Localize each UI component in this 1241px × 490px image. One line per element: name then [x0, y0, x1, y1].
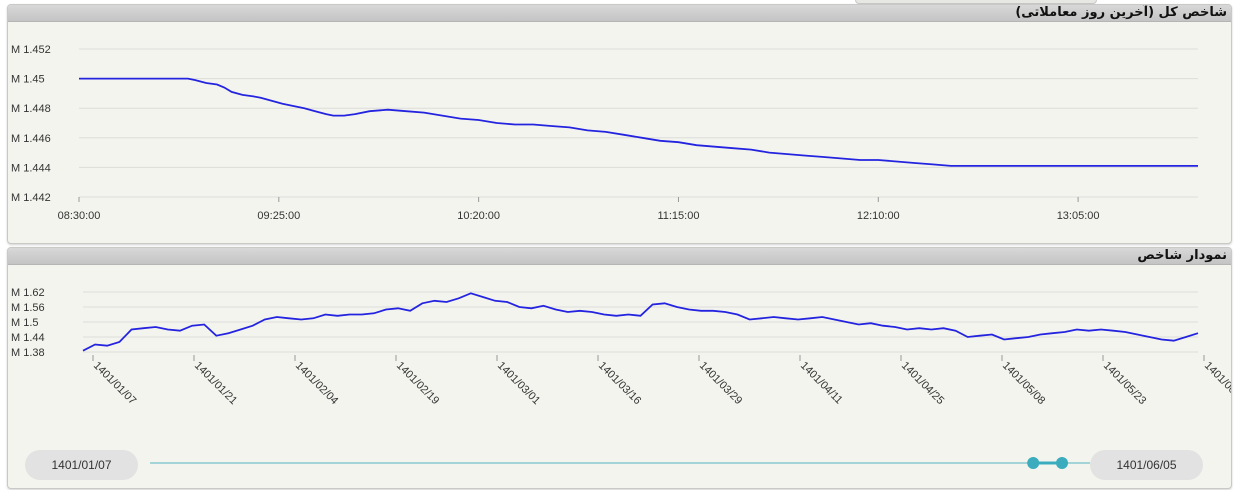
intraday-index-panel: شاخص کل (آخرین روز معاملاتی) M 1.442 M 1.… — [7, 4, 1232, 244]
x-tick-label: 1401/02/19 — [394, 360, 441, 407]
y-tick-label: M 1.62 — [11, 287, 45, 299]
y-tick-label: M 1.56 — [11, 302, 45, 314]
x-tick-label: 1401/05/08 — [1000, 360, 1047, 407]
x-tick-label: 1401/02/04 — [293, 360, 340, 407]
history-chart: M 1.38 M 1.44 M 1.5 M 1.56 M 1.62 1401/01/07 1… — [11, 287, 1231, 407]
index-history-panel: نمودار شاخص M 1.38 M 1.44 M 1.5 M 1.56 M 1.6… — [7, 247, 1232, 489]
x-tick-label: 1401/03/16 — [596, 360, 643, 407]
y-tick-label: M 1.5 — [11, 317, 39, 329]
x-tick-label: 10:20:00 — [457, 210, 500, 222]
y-tick-label: M 1.452 — [11, 44, 51, 56]
x-tick-label: 1401/05/23 — [1101, 360, 1148, 407]
range-start-label[interactable]: 1401/01/07 — [25, 450, 138, 480]
history-series-line — [82, 292, 1199, 352]
x-tick-label: 08:30:00 — [58, 210, 101, 222]
range-end-label[interactable]: 1401/06/05 — [1090, 450, 1203, 480]
history-panel-title: نمودار شاخص — [8, 248, 1231, 265]
x-tick-label: 09:25:00 — [257, 210, 300, 222]
y-tick-label: M 1.448 — [11, 103, 51, 115]
x-tick-label: 1401/01/07 — [91, 360, 138, 407]
y-tick-label: M 1.446 — [11, 133, 51, 145]
intraday-panel-title: شاخص کل (آخرین روز معاملاتی) — [8, 5, 1231, 22]
y-tick-label: M 1.444 — [11, 162, 51, 174]
x-tick-label: 1401/04/11 — [798, 360, 845, 407]
y-tick-label: M 1.44 — [11, 332, 45, 344]
x-tick-label: 1401/03/29 — [697, 360, 744, 407]
x-tick-label: 1401/01/21 — [192, 360, 239, 407]
x-tick-label: 1401/06/05 — [1202, 360, 1231, 407]
y-tick-label: M 1.442 — [11, 192, 51, 204]
x-tick-label: 12:10:00 — [857, 210, 900, 222]
y-tick-label: M 1.45 — [11, 74, 45, 86]
x-tick-label: 1401/03/01 — [495, 360, 542, 407]
intraday-chart: M 1.442 M 1.444 M 1.446 M 1.448 M 1.45 M 1.45… — [11, 44, 1198, 222]
y-tick-label: M 1.38 — [11, 347, 45, 359]
intraday-series-line — [79, 77, 1198, 167]
x-tick-label: 13:05:00 — [1057, 210, 1100, 222]
x-tick-label: 11:15:00 — [657, 210, 699, 222]
x-tick-label: 1401/04/25 — [899, 360, 946, 407]
